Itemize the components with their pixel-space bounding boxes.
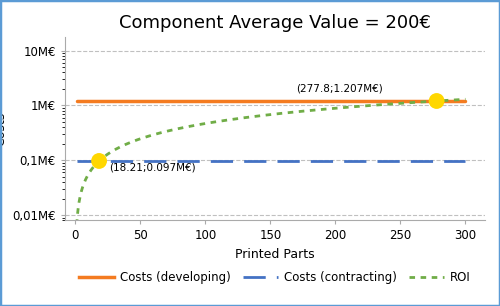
Costs (developing) <box>74 99 80 103</box>
Y-axis label: Costs: Costs <box>0 111 7 146</box>
Line: ROI: ROI <box>76 99 466 225</box>
ROI <box>462 98 468 101</box>
ROI <box>114 147 119 151</box>
Costs (contracting) <box>462 159 468 163</box>
Costs (developing) <box>384 99 390 103</box>
Point <box>95 159 103 163</box>
Costs (contracting) <box>114 159 119 163</box>
Text: (18.21;0.097M€): (18.21;0.097M€) <box>110 162 196 172</box>
ROI <box>245 115 251 119</box>
Costs (contracting) <box>74 159 80 163</box>
X-axis label: Printed Parts: Printed Parts <box>235 248 315 261</box>
Text: (277.8;1.207M€): (277.8;1.207M€) <box>296 83 383 93</box>
Costs (developing) <box>114 99 119 103</box>
ROI <box>377 103 383 106</box>
Costs (contracting) <box>231 159 237 163</box>
Costs (contracting) <box>377 159 383 163</box>
Costs (contracting) <box>340 159 346 163</box>
Costs (developing) <box>462 99 468 103</box>
Costs (developing) <box>245 99 251 103</box>
Costs (contracting) <box>384 159 390 163</box>
ROI <box>384 103 390 106</box>
ROI <box>340 106 346 109</box>
Legend: Costs (developing), Costs (contracting), ROI: Costs (developing), Costs (contracting),… <box>74 267 475 289</box>
ROI <box>74 223 80 227</box>
Point <box>432 99 440 103</box>
Costs (developing) <box>377 99 383 103</box>
Costs (developing) <box>340 99 346 103</box>
Title: Component Average Value = 200€: Component Average Value = 200€ <box>119 14 431 32</box>
Costs (contracting) <box>245 159 251 163</box>
Costs (developing) <box>231 99 237 103</box>
ROI <box>231 117 237 121</box>
